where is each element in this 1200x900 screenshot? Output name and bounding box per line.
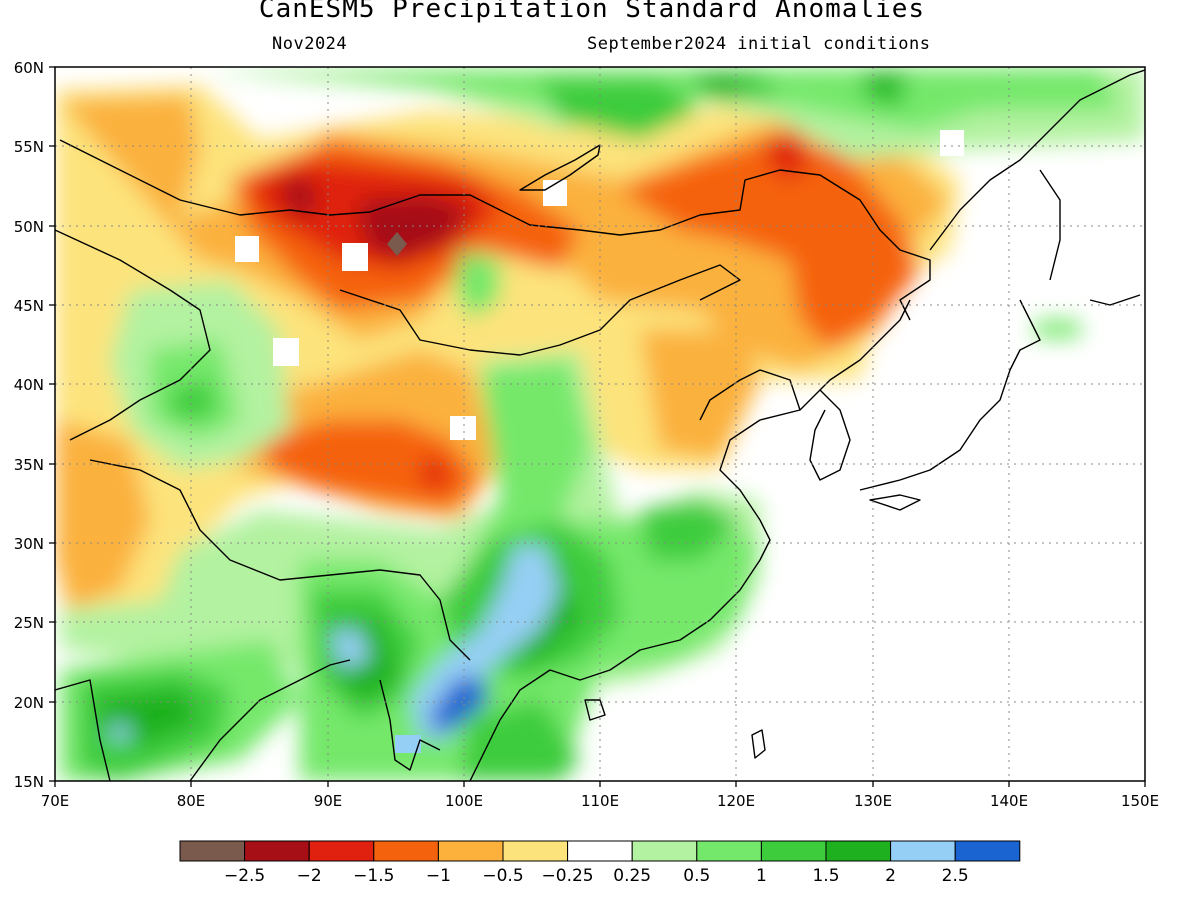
lon-label: 130E <box>854 792 892 810</box>
lon-label: 150E <box>1121 792 1159 810</box>
lat-label: 55N <box>14 138 44 156</box>
colorbar-swatch <box>567 840 633 862</box>
colorbar-label: 1.5 <box>812 866 839 886</box>
colorbar-label: 2.5 <box>942 866 969 886</box>
colorbar-label: −1 <box>426 866 451 886</box>
lat-label: 45N <box>14 297 44 315</box>
grid-lines <box>55 67 1145 781</box>
colorbar-swatch <box>631 840 698 862</box>
colorbar: −2.5 −2 −1.5 −1 −0.5 −0.25 0.25 0.5 1 1.5 2 2.5 <box>179 840 1021 886</box>
colorbar-label: −0.25 <box>542 866 594 886</box>
latitude-labels: 60N 55N 50N 45N 40N 35N 30N 25N 20N 15N <box>14 59 44 791</box>
colorbar-swatch <box>373 840 439 862</box>
lat-label: 50N <box>14 218 44 236</box>
lat-label: 35N <box>14 456 44 474</box>
lat-label: 15N <box>14 773 44 791</box>
colorbar-swatch <box>308 840 375 862</box>
anomaly-field <box>55 67 1145 781</box>
colorbar-swatch <box>244 840 310 862</box>
init-conditions-label: September2024 initial conditions <box>587 34 931 54</box>
colorbar-label: 2 <box>885 866 896 886</box>
colorbar-label: 1 <box>756 866 767 886</box>
colorbar-label: −1.5 <box>353 866 394 886</box>
coastlines-and-borders <box>55 69 1145 781</box>
lon-label: 90E <box>314 792 343 810</box>
lon-label: 120E <box>717 792 755 810</box>
axis-ticks <box>49 66 1146 787</box>
lat-label: 20N <box>14 694 44 712</box>
lat-label: 60N <box>14 59 44 77</box>
colorbar-label: −0.5 <box>482 866 523 886</box>
colorbar-swatch <box>437 840 504 862</box>
lon-label: 100E <box>445 792 483 810</box>
longitude-labels: 70E 80E 90E 100E 110E 120E 130E 140E 150… <box>41 792 1159 810</box>
colorbar-label: 0.25 <box>613 866 651 886</box>
colorbar-swatch <box>760 840 827 862</box>
lon-label: 140E <box>990 792 1028 810</box>
lon-label: 110E <box>581 792 619 810</box>
lat-label: 25N <box>14 614 44 632</box>
colorbar-swatch <box>954 840 1021 862</box>
lon-label: 80E <box>177 792 206 810</box>
colorbar-swatch <box>696 840 762 862</box>
map-title: CanESM5 Precipitation Standard Anomalies <box>258 0 926 24</box>
lat-label: 40N <box>14 376 44 394</box>
colorbar-label: 0.5 <box>683 866 710 886</box>
colorbar-swatch <box>502 840 569 862</box>
colorbar-label: −2 <box>297 866 322 886</box>
colorbar-swatch <box>825 840 892 862</box>
lon-label: 70E <box>41 792 70 810</box>
lat-label: 30N <box>14 535 44 553</box>
valid-month-label: Nov2024 <box>272 34 348 54</box>
colorbar-label: −2.5 <box>224 866 265 886</box>
colorbar-swatch <box>179 840 246 862</box>
colorbar-swatch <box>890 840 956 862</box>
